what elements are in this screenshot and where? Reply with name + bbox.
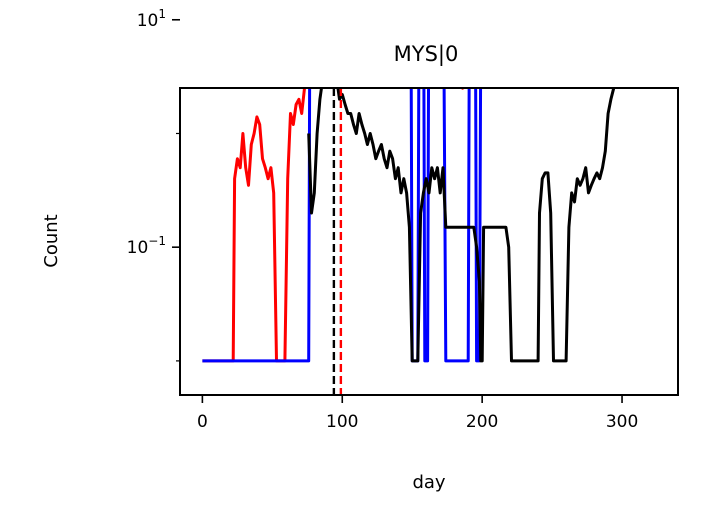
x-tick-label: 300 bbox=[606, 412, 638, 432]
x-tick-label: 200 bbox=[466, 412, 498, 432]
x-axis: 0 100 200 300 bbox=[197, 395, 638, 432]
series-line-0 bbox=[202, 88, 465, 363]
y-axis-label: Count bbox=[41, 214, 62, 267]
y-tick-label: 101 bbox=[137, 7, 166, 31]
x-tick-label: 100 bbox=[326, 412, 358, 432]
plot-frame bbox=[179, 87, 679, 396]
y-axis: 10310110−1 bbox=[127, 7, 180, 362]
x-axis-label: day bbox=[412, 472, 445, 493]
plot-area bbox=[202, 88, 616, 395]
chart-title: MYS|0 bbox=[394, 42, 459, 67]
series-line-2 bbox=[307, 88, 616, 363]
y-tick-label: 10−1 bbox=[127, 234, 166, 258]
x-tick-label: 0 bbox=[197, 412, 208, 432]
